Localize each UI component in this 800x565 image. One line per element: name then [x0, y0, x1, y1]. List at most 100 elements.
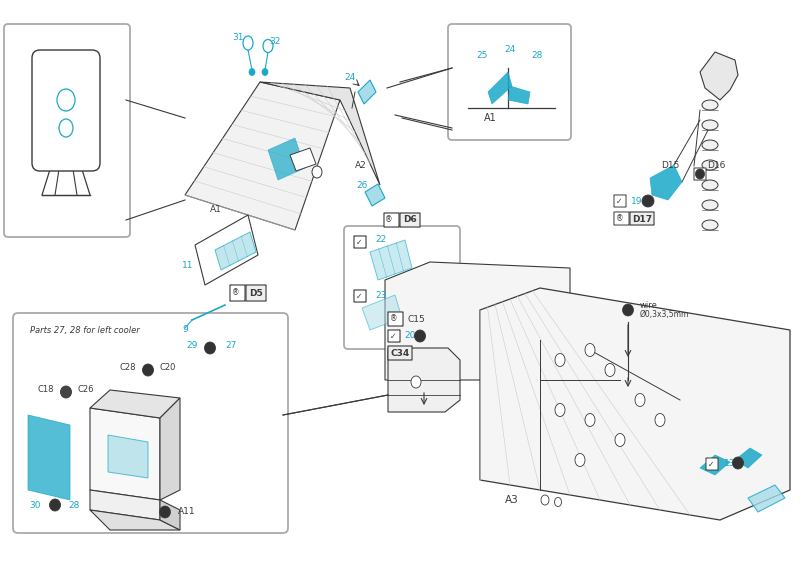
- Text: 24: 24: [344, 73, 356, 82]
- Polygon shape: [90, 390, 180, 418]
- Ellipse shape: [635, 393, 645, 406]
- FancyBboxPatch shape: [388, 346, 412, 360]
- Text: A1: A1: [484, 113, 496, 123]
- Polygon shape: [735, 448, 762, 468]
- FancyBboxPatch shape: [230, 285, 245, 301]
- Ellipse shape: [605, 363, 615, 376]
- Text: ®: ®: [616, 215, 623, 224]
- FancyBboxPatch shape: [448, 24, 571, 140]
- FancyBboxPatch shape: [4, 24, 130, 237]
- Polygon shape: [260, 82, 380, 185]
- Ellipse shape: [205, 342, 215, 354]
- Ellipse shape: [262, 68, 268, 76]
- FancyBboxPatch shape: [354, 236, 366, 248]
- Text: ®: ®: [232, 289, 239, 298]
- Polygon shape: [488, 72, 512, 104]
- Polygon shape: [185, 82, 340, 230]
- Ellipse shape: [575, 454, 585, 467]
- Ellipse shape: [555, 354, 565, 367]
- Ellipse shape: [312, 166, 322, 178]
- Text: D5: D5: [249, 289, 263, 298]
- FancyBboxPatch shape: [706, 458, 718, 470]
- Ellipse shape: [142, 364, 154, 376]
- Polygon shape: [268, 138, 305, 180]
- FancyBboxPatch shape: [388, 312, 403, 326]
- Text: 20: 20: [404, 332, 415, 341]
- Ellipse shape: [655, 414, 665, 427]
- Ellipse shape: [249, 68, 255, 76]
- Ellipse shape: [702, 180, 718, 190]
- Text: 11: 11: [182, 260, 194, 270]
- Text: C20: C20: [160, 363, 176, 372]
- Text: 24: 24: [504, 46, 516, 54]
- Text: 9: 9: [182, 325, 188, 334]
- FancyBboxPatch shape: [614, 212, 629, 225]
- Ellipse shape: [642, 195, 654, 207]
- Ellipse shape: [554, 498, 562, 506]
- Polygon shape: [215, 232, 256, 270]
- Ellipse shape: [243, 36, 253, 50]
- Text: A2: A2: [355, 160, 366, 170]
- Polygon shape: [508, 86, 530, 104]
- FancyBboxPatch shape: [388, 330, 400, 342]
- Text: 26: 26: [356, 180, 368, 189]
- FancyBboxPatch shape: [694, 168, 706, 180]
- Polygon shape: [700, 52, 738, 100]
- Text: D15: D15: [662, 162, 680, 171]
- Polygon shape: [90, 490, 160, 520]
- Text: 25: 25: [476, 51, 488, 60]
- Text: D17: D17: [632, 215, 652, 224]
- Text: 28: 28: [531, 51, 542, 60]
- Ellipse shape: [622, 304, 634, 316]
- Text: ✓: ✓: [708, 459, 714, 468]
- FancyBboxPatch shape: [614, 195, 626, 207]
- Polygon shape: [700, 455, 730, 475]
- Text: ✓: ✓: [616, 197, 622, 206]
- Ellipse shape: [411, 376, 421, 388]
- Ellipse shape: [702, 140, 718, 150]
- FancyBboxPatch shape: [13, 313, 288, 533]
- Polygon shape: [748, 485, 785, 512]
- Text: ®: ®: [385, 215, 393, 224]
- Text: A11: A11: [178, 507, 196, 516]
- FancyBboxPatch shape: [246, 285, 266, 301]
- Ellipse shape: [414, 330, 426, 342]
- FancyBboxPatch shape: [384, 213, 399, 227]
- Text: Ø0,3x3,5mm: Ø0,3x3,5mm: [640, 311, 690, 319]
- Text: D6: D6: [403, 215, 417, 224]
- Text: 32: 32: [270, 37, 281, 46]
- Text: C28: C28: [120, 363, 137, 372]
- Ellipse shape: [57, 89, 75, 111]
- Text: Parts 27, 28 for left cooler: Parts 27, 28 for left cooler: [30, 325, 140, 334]
- Polygon shape: [160, 500, 180, 530]
- Polygon shape: [650, 165, 682, 200]
- Ellipse shape: [263, 40, 273, 53]
- Text: C18: C18: [38, 385, 54, 394]
- Polygon shape: [90, 510, 180, 530]
- Ellipse shape: [585, 414, 595, 427]
- Text: 22: 22: [375, 236, 386, 245]
- Text: 28: 28: [68, 501, 79, 510]
- Polygon shape: [480, 288, 790, 520]
- Polygon shape: [370, 240, 412, 280]
- Ellipse shape: [555, 403, 565, 416]
- Text: A3: A3: [505, 495, 518, 505]
- Text: C34: C34: [390, 349, 410, 358]
- Text: 23: 23: [375, 292, 386, 301]
- Polygon shape: [365, 184, 385, 206]
- Text: A1: A1: [210, 206, 222, 215]
- Text: ✓: ✓: [390, 332, 396, 341]
- Ellipse shape: [615, 433, 625, 446]
- Polygon shape: [290, 148, 316, 171]
- Ellipse shape: [702, 100, 718, 110]
- Polygon shape: [195, 215, 258, 285]
- Ellipse shape: [702, 160, 718, 170]
- Text: D16: D16: [707, 162, 726, 171]
- Ellipse shape: [702, 220, 718, 230]
- Polygon shape: [385, 262, 570, 380]
- Polygon shape: [388, 348, 460, 412]
- Ellipse shape: [702, 120, 718, 130]
- FancyBboxPatch shape: [630, 212, 654, 225]
- Ellipse shape: [50, 499, 61, 511]
- FancyBboxPatch shape: [344, 226, 460, 349]
